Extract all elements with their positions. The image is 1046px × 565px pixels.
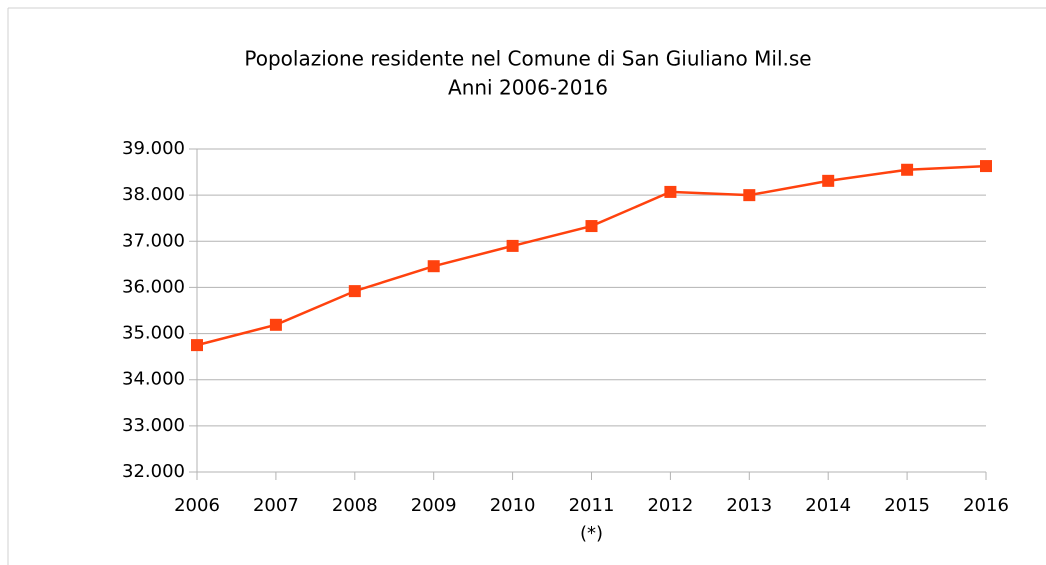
chart-title: Popolazione residente nel Comune di San …	[244, 47, 811, 71]
marker	[901, 163, 914, 176]
x-tick-label: 2013	[726, 495, 772, 516]
x-tick-label: 2007	[253, 495, 299, 516]
series-line	[196, 164, 987, 347]
y-tick-label: 37.000	[122, 230, 185, 251]
y-tick-label: 35.000	[122, 323, 185, 344]
x-tick-label: 2009	[411, 495, 457, 516]
marker	[191, 339, 203, 352]
marker	[585, 220, 598, 233]
marker	[348, 285, 361, 298]
marker	[427, 260, 440, 273]
x-tick-label: 2016	[963, 495, 1009, 516]
marker	[269, 318, 282, 331]
y-tick-label: 33.000	[122, 415, 185, 436]
x-tick-label: 2015	[884, 495, 930, 516]
x-tick-label: 2012	[647, 495, 693, 516]
x-tick-label: 2006	[174, 495, 220, 516]
y-tick-label: 39.000	[122, 138, 185, 159]
y-tick-label: 32.000	[122, 461, 185, 482]
x-tick-label: 2011	[569, 495, 615, 516]
marker	[980, 160, 992, 173]
x-tick-label: 2010	[490, 495, 536, 516]
x-tick-label: 2008	[332, 495, 378, 516]
marker	[743, 189, 756, 202]
marker	[822, 174, 835, 187]
marker	[506, 239, 519, 252]
y-tick-label: 38.000	[122, 184, 185, 205]
y-tick-label: 34.000	[122, 369, 185, 390]
x-tick-label: 2014	[805, 495, 851, 516]
annotation: (*)	[580, 523, 603, 544]
chart-subtitle: Anni 2006-2016	[448, 76, 608, 100]
marker	[664, 185, 677, 198]
y-tick-label: 36.000	[122, 276, 185, 297]
